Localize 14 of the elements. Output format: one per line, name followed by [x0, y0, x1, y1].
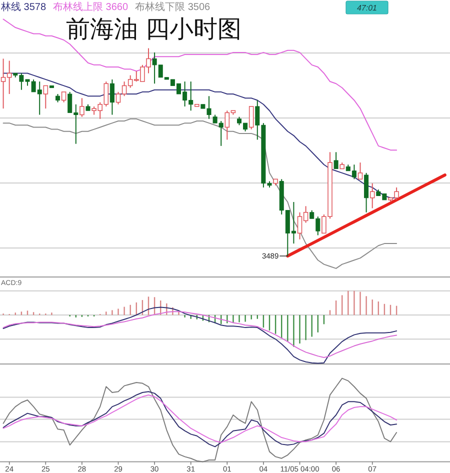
- text: 47:01: [356, 4, 378, 12]
- candlestick: [358, 162, 363, 180]
- text: 林线 3578: [0, 1, 46, 13]
- text: 布林线下限 3506: [135, 1, 211, 13]
- candlestick: [43, 85, 48, 110]
- candlestick: [61, 91, 66, 103]
- candlestick: [110, 78, 114, 116]
- candlestick: [248, 106, 254, 130]
- candlestick: [370, 182, 375, 209]
- candlestick: [364, 172, 369, 213]
- candlestick: [80, 98, 84, 118]
- chart-title: 前海油 四小时图: [66, 15, 242, 43]
- text: 布林线上限 3660: [53, 1, 128, 13]
- candlestick: [334, 152, 338, 170]
